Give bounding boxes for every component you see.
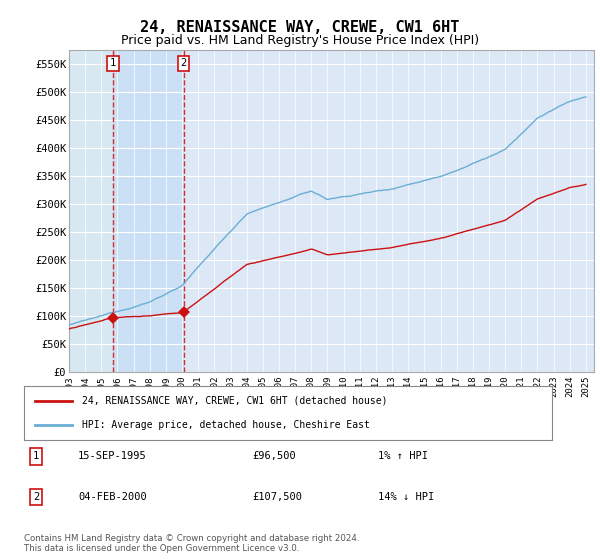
Text: Contains HM Land Registry data © Crown copyright and database right 2024.
This d: Contains HM Land Registry data © Crown c…	[24, 534, 359, 553]
Text: 14% ↓ HPI: 14% ↓ HPI	[378, 492, 434, 502]
Text: 2: 2	[33, 492, 39, 502]
Text: 24, RENAISSANCE WAY, CREWE, CW1 6HT: 24, RENAISSANCE WAY, CREWE, CW1 6HT	[140, 20, 460, 35]
Text: 2: 2	[181, 58, 187, 68]
Text: 1% ↑ HPI: 1% ↑ HPI	[378, 451, 428, 461]
Text: 24, RENAISSANCE WAY, CREWE, CW1 6HT (detached house): 24, RENAISSANCE WAY, CREWE, CW1 6HT (det…	[82, 396, 388, 406]
Text: 04-FEB-2000: 04-FEB-2000	[78, 492, 147, 502]
Bar	[69, 50, 113, 372]
Text: 15-SEP-1995: 15-SEP-1995	[78, 451, 147, 461]
Text: Price paid vs. HM Land Registry's House Price Index (HPI): Price paid vs. HM Land Registry's House …	[121, 34, 479, 46]
Text: £96,500: £96,500	[252, 451, 296, 461]
Text: 1: 1	[110, 58, 116, 68]
Text: 1: 1	[33, 451, 39, 461]
Text: HPI: Average price, detached house, Cheshire East: HPI: Average price, detached house, Ches…	[82, 420, 370, 430]
Bar	[69, 50, 113, 372]
Text: £107,500: £107,500	[252, 492, 302, 502]
Bar	[113, 50, 184, 372]
